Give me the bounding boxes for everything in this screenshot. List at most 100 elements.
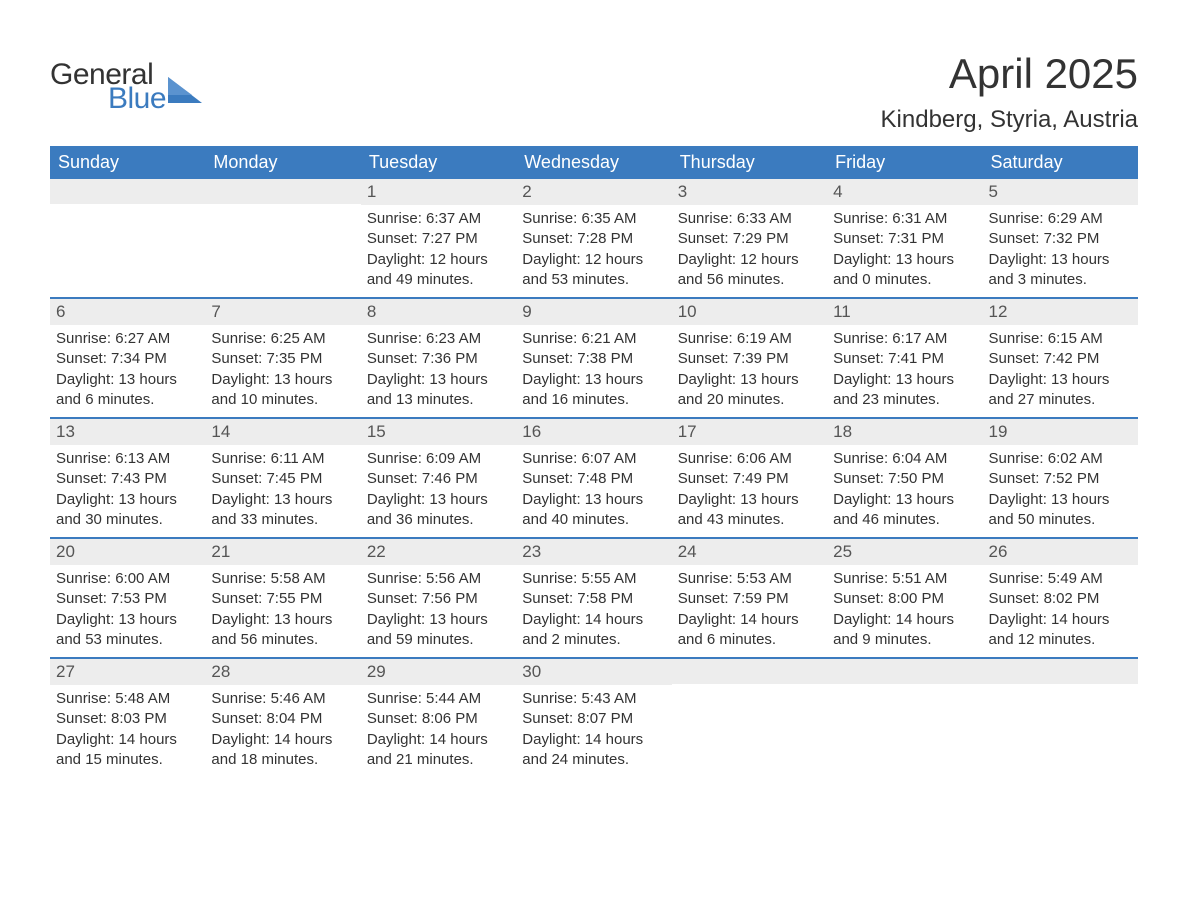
sunrise-text: Sunrise: 6:29 AM <box>989 209 1132 229</box>
day-body: Sunrise: 5:49 AMSunset: 8:02 PMDaylight:… <box>983 565 1138 656</box>
sunset-text: Sunset: 7:43 PM <box>56 469 199 489</box>
sunrise-text: Sunrise: 5:48 AM <box>56 689 199 709</box>
daylight-text: Daylight: 12 hours and 56 minutes. <box>678 250 821 291</box>
sunrise-text: Sunrise: 5:44 AM <box>367 689 510 709</box>
sunset-text: Sunset: 7:55 PM <box>211 589 354 609</box>
sunset-text: Sunset: 7:39 PM <box>678 349 821 369</box>
daylight-text: Daylight: 14 hours and 9 minutes. <box>833 610 976 651</box>
day-cell <box>983 659 1138 777</box>
day-body: Sunrise: 5:55 AMSunset: 7:58 PMDaylight:… <box>516 565 671 656</box>
sunset-text: Sunset: 7:53 PM <box>56 589 199 609</box>
day-number: 21 <box>205 539 360 565</box>
day-cell: 18Sunrise: 6:04 AMSunset: 7:50 PMDayligh… <box>827 419 982 537</box>
day-cell: 10Sunrise: 6:19 AMSunset: 7:39 PMDayligh… <box>672 299 827 417</box>
daylight-text: Daylight: 13 hours and 0 minutes. <box>833 250 976 291</box>
day-cell: 3Sunrise: 6:33 AMSunset: 7:29 PMDaylight… <box>672 179 827 297</box>
daylight-text: Daylight: 13 hours and 23 minutes. <box>833 370 976 411</box>
week-row: 1Sunrise: 6:37 AMSunset: 7:27 PMDaylight… <box>50 179 1138 297</box>
day-number: 1 <box>361 179 516 205</box>
sunrise-text: Sunrise: 6:15 AM <box>989 329 1132 349</box>
sunset-text: Sunset: 7:49 PM <box>678 469 821 489</box>
day-number <box>50 179 205 204</box>
sunrise-text: Sunrise: 6:33 AM <box>678 209 821 229</box>
day-number: 6 <box>50 299 205 325</box>
day-body: Sunrise: 6:02 AMSunset: 7:52 PMDaylight:… <box>983 445 1138 536</box>
sunrise-text: Sunrise: 6:17 AM <box>833 329 976 349</box>
day-body: Sunrise: 5:56 AMSunset: 7:56 PMDaylight:… <box>361 565 516 656</box>
sunrise-text: Sunrise: 6:31 AM <box>833 209 976 229</box>
dow-cell: Thursday <box>672 146 827 179</box>
day-body: Sunrise: 6:09 AMSunset: 7:46 PMDaylight:… <box>361 445 516 536</box>
sunset-text: Sunset: 7:41 PM <box>833 349 976 369</box>
sunset-text: Sunset: 7:27 PM <box>367 229 510 249</box>
sunrise-text: Sunrise: 6:25 AM <box>211 329 354 349</box>
sunrise-text: Sunrise: 6:11 AM <box>211 449 354 469</box>
day-body: Sunrise: 6:06 AMSunset: 7:49 PMDaylight:… <box>672 445 827 536</box>
week-row: 27Sunrise: 5:48 AMSunset: 8:03 PMDayligh… <box>50 657 1138 777</box>
day-body: Sunrise: 6:29 AMSunset: 7:32 PMDaylight:… <box>983 205 1138 296</box>
day-number: 24 <box>672 539 827 565</box>
logo-text-blue: Blue <box>108 84 166 114</box>
day-cell: 11Sunrise: 6:17 AMSunset: 7:41 PMDayligh… <box>827 299 982 417</box>
day-body: Sunrise: 6:35 AMSunset: 7:28 PMDaylight:… <box>516 205 671 296</box>
day-body: Sunrise: 6:21 AMSunset: 7:38 PMDaylight:… <box>516 325 671 416</box>
day-body: Sunrise: 6:17 AMSunset: 7:41 PMDaylight:… <box>827 325 982 416</box>
daylight-text: Daylight: 13 hours and 10 minutes. <box>211 370 354 411</box>
day-cell: 30Sunrise: 5:43 AMSunset: 8:07 PMDayligh… <box>516 659 671 777</box>
day-cell: 9Sunrise: 6:21 AMSunset: 7:38 PMDaylight… <box>516 299 671 417</box>
sunrise-text: Sunrise: 5:43 AM <box>522 689 665 709</box>
daylight-text: Daylight: 13 hours and 16 minutes. <box>522 370 665 411</box>
sunset-text: Sunset: 7:56 PM <box>367 589 510 609</box>
day-cell: 28Sunrise: 5:46 AMSunset: 8:04 PMDayligh… <box>205 659 360 777</box>
sunset-text: Sunset: 7:32 PM <box>989 229 1132 249</box>
dow-cell: Sunday <box>50 146 205 179</box>
day-number <box>983 659 1138 684</box>
daylight-text: Daylight: 12 hours and 49 minutes. <box>367 250 510 291</box>
sunset-text: Sunset: 7:59 PM <box>678 589 821 609</box>
logo: General Blue <box>50 60 202 114</box>
daylight-text: Daylight: 13 hours and 43 minutes. <box>678 490 821 531</box>
day-number: 28 <box>205 659 360 685</box>
sunrise-text: Sunrise: 6:21 AM <box>522 329 665 349</box>
day-number <box>827 659 982 684</box>
sunrise-text: Sunrise: 6:27 AM <box>56 329 199 349</box>
day-body: Sunrise: 6:33 AMSunset: 7:29 PMDaylight:… <box>672 205 827 296</box>
day-cell: 15Sunrise: 6:09 AMSunset: 7:46 PMDayligh… <box>361 419 516 537</box>
day-cell: 24Sunrise: 5:53 AMSunset: 7:59 PMDayligh… <box>672 539 827 657</box>
sunrise-text: Sunrise: 6:04 AM <box>833 449 976 469</box>
daylight-text: Daylight: 14 hours and 21 minutes. <box>367 730 510 771</box>
day-body: Sunrise: 6:19 AMSunset: 7:39 PMDaylight:… <box>672 325 827 416</box>
dow-cell: Saturday <box>983 146 1138 179</box>
day-body: Sunrise: 5:46 AMSunset: 8:04 PMDaylight:… <box>205 685 360 776</box>
day-number: 19 <box>983 419 1138 445</box>
day-cell <box>50 179 205 297</box>
sunrise-text: Sunrise: 6:13 AM <box>56 449 199 469</box>
day-number: 7 <box>205 299 360 325</box>
day-number: 4 <box>827 179 982 205</box>
day-body <box>983 684 1138 694</box>
day-number: 14 <box>205 419 360 445</box>
day-cell: 7Sunrise: 6:25 AMSunset: 7:35 PMDaylight… <box>205 299 360 417</box>
sunrise-text: Sunrise: 5:55 AM <box>522 569 665 589</box>
day-number: 30 <box>516 659 671 685</box>
sunset-text: Sunset: 7:42 PM <box>989 349 1132 369</box>
day-body: Sunrise: 5:53 AMSunset: 7:59 PMDaylight:… <box>672 565 827 656</box>
sunrise-text: Sunrise: 6:35 AM <box>522 209 665 229</box>
daylight-text: Daylight: 13 hours and 33 minutes. <box>211 490 354 531</box>
day-body: Sunrise: 5:44 AMSunset: 8:06 PMDaylight:… <box>361 685 516 776</box>
day-cell: 14Sunrise: 6:11 AMSunset: 7:45 PMDayligh… <box>205 419 360 537</box>
day-number: 15 <box>361 419 516 445</box>
day-number: 5 <box>983 179 1138 205</box>
week-row: 13Sunrise: 6:13 AMSunset: 7:43 PMDayligh… <box>50 417 1138 537</box>
day-cell: 29Sunrise: 5:44 AMSunset: 8:06 PMDayligh… <box>361 659 516 777</box>
daylight-text: Daylight: 13 hours and 20 minutes. <box>678 370 821 411</box>
day-body <box>50 204 205 214</box>
daylight-text: Daylight: 13 hours and 36 minutes. <box>367 490 510 531</box>
sunset-text: Sunset: 8:02 PM <box>989 589 1132 609</box>
day-number: 2 <box>516 179 671 205</box>
day-body: Sunrise: 5:51 AMSunset: 8:00 PMDaylight:… <box>827 565 982 656</box>
day-number: 10 <box>672 299 827 325</box>
daylight-text: Daylight: 13 hours and 3 minutes. <box>989 250 1132 291</box>
daylight-text: Daylight: 13 hours and 27 minutes. <box>989 370 1132 411</box>
logo-flag-icon <box>168 77 202 103</box>
